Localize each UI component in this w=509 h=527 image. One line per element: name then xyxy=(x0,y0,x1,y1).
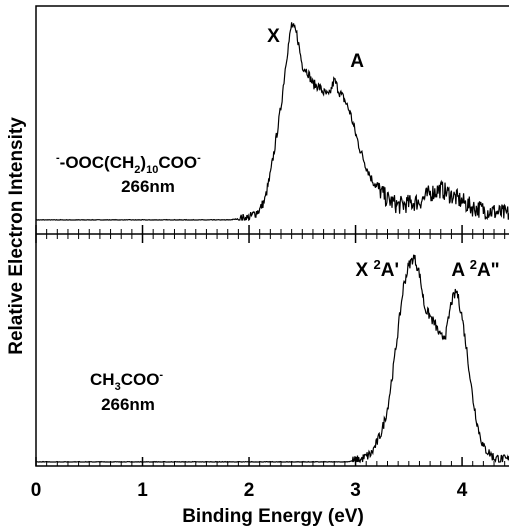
x-tick-label: 2 xyxy=(244,480,255,501)
x-tick-label: 0 xyxy=(31,480,42,501)
species-label-top: --OOC(CH2)10COO- xyxy=(56,152,201,176)
peak-a-sup: 2 xyxy=(470,257,477,272)
species-main-bottom: CH xyxy=(90,370,115,389)
species-sub2-top: 10 xyxy=(146,164,158,176)
wavelength-label-top: 266nm xyxy=(121,177,175,196)
species-main-top: -OOC(CH xyxy=(60,153,135,172)
species-sub-top: 2 xyxy=(134,164,140,176)
peak-x-sup: 2 xyxy=(374,257,381,272)
species-sub-bottom: 3 xyxy=(115,381,121,393)
spectrum-trace-top xyxy=(35,22,509,222)
spectrum-trace-bottom xyxy=(36,254,509,464)
peak-label-x-top: X xyxy=(267,26,280,47)
species-sup-top: - xyxy=(197,152,201,164)
wavelength-label-bottom: 266nm xyxy=(101,395,155,414)
species-end-bottom: COO xyxy=(121,370,160,389)
x-tick-label: 3 xyxy=(350,480,361,501)
top-panel-ticks xyxy=(35,225,506,243)
species-mid-top: ) xyxy=(140,153,146,172)
x-tick-labels: 0 1 2 3 4 xyxy=(31,480,468,501)
peak-label-a2a-bottom: A 2A" xyxy=(451,257,499,281)
species-end-top: COO xyxy=(158,153,197,172)
peak-a-letter: A xyxy=(451,260,469,281)
peak-x-letter: X xyxy=(356,260,374,281)
species-label-bottom: CH3COO- xyxy=(90,369,163,393)
y-axis-label: Relative Electron Intensity xyxy=(6,117,27,355)
x-axis-label: Binding Energy (eV) xyxy=(182,506,364,527)
species-pre-sup-top: - xyxy=(56,152,60,164)
peak-label-x2a-bottom: X 2A' xyxy=(356,257,399,281)
x-tick-label: 1 xyxy=(137,480,148,501)
x-tick-label: 4 xyxy=(457,480,468,501)
peak-a-suffix: A" xyxy=(477,260,500,281)
peak-x-suffix: A' xyxy=(381,260,399,281)
species-sup-bottom: - xyxy=(159,369,163,381)
peak-label-a-top: A xyxy=(350,51,364,72)
